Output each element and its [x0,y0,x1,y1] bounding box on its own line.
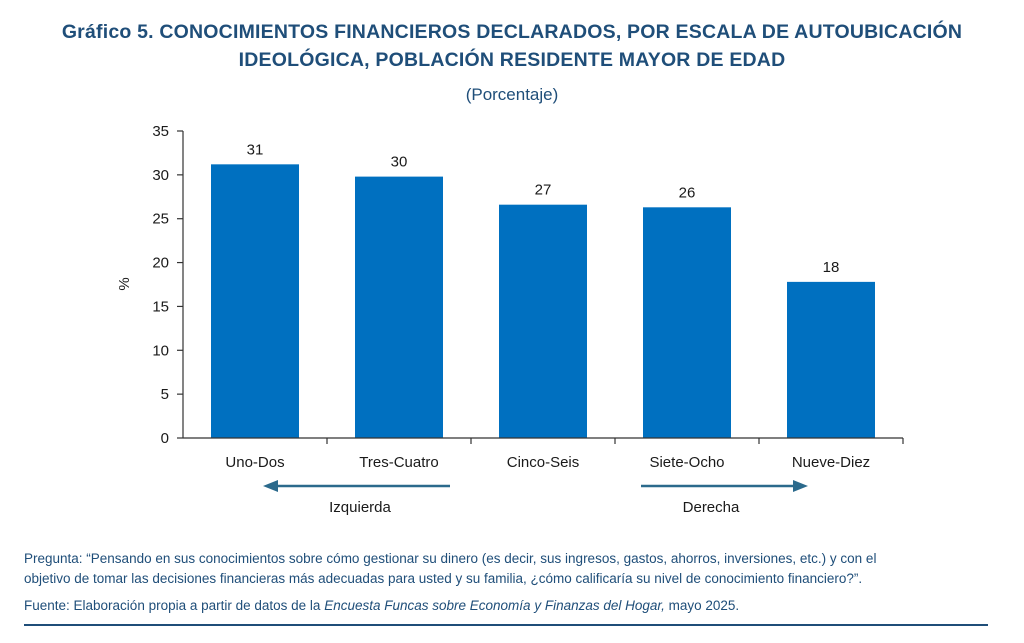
bar-value-label: 31 [247,141,264,158]
chart-subtitle: (Porcentaje) [465,85,559,104]
x-tick-label: Siete-Ocho [649,454,724,471]
right-direction-arrow [641,480,808,492]
chart-title-line-2: IDEOLÓGICA, POBLACIÓN RESIDENTE MAYOR DE… [238,49,786,71]
bar-value-label: 27 [535,182,552,199]
bar-value-label: 26 [679,184,696,201]
y-tick-label: 15 [152,298,169,315]
footer-question-line-1: Pregunta: “Pensando en sus conocimientos… [24,551,877,566]
bar-value-label: 18 [823,259,840,276]
right-direction-label: Derecha [683,499,740,516]
bar-data-labels: 31 30 27 26 18 [247,141,840,276]
x-axis-tick-labels: Uno-Dos Tres-Cuatro Cinco-Seis Siete-Ocho Nu… [225,438,904,471]
x-tick-label: Cinco-Seis [507,454,580,471]
left-direction-label: Izquierda [329,499,391,516]
y-tick-label: 0 [161,430,169,447]
footer-source: Fuente: Elaboración propia a partir de d… [24,596,1004,616]
x-tick-label: Tres-Cuatro [359,454,438,471]
footer-question-line-2: objetivo de tomar las decisiones financi… [24,571,863,586]
source-suffix: mayo 2025. [664,598,740,613]
chart-title-line-1: Gráfico 5. CONOCIMIENTOS FINANCIEROS DEC… [61,21,963,43]
y-axis-ticks: 0 5 10 15 20 25 30 35 [152,123,183,447]
y-tick-label: 35 [152,123,169,140]
y-tick-label: 5 [161,386,169,403]
y-tick-label: 25 [152,211,169,228]
bar-cinco-seis [499,204,587,438]
x-tick-label: Uno-Dos [225,454,284,471]
bar-value-label: 30 [391,154,408,171]
footer-rule [24,624,988,626]
source-prefix: Fuente: Elaboración propia a partir de d… [24,598,325,613]
x-tick-label: Nueve-Diez [792,454,870,471]
y-axis-label: % [116,277,133,290]
y-tick-label: 20 [152,255,169,272]
bar-siete-ocho [643,207,731,438]
left-direction-arrow [263,480,450,492]
bar-uno-dos [211,164,299,438]
bar-nueve-diez [787,281,875,438]
bar-tres-cuatro [355,176,443,438]
y-tick-label: 10 [152,342,169,359]
bar-chart: 0 5 10 15 20 25 30 35 31 30 27 26 18 Uno-Dos Tres-Cu… [116,123,904,516]
bars [211,164,875,438]
source-survey-name: Encuesta Funcas sobre Economía y Finanza… [324,598,665,613]
y-tick-label: 30 [152,167,169,184]
